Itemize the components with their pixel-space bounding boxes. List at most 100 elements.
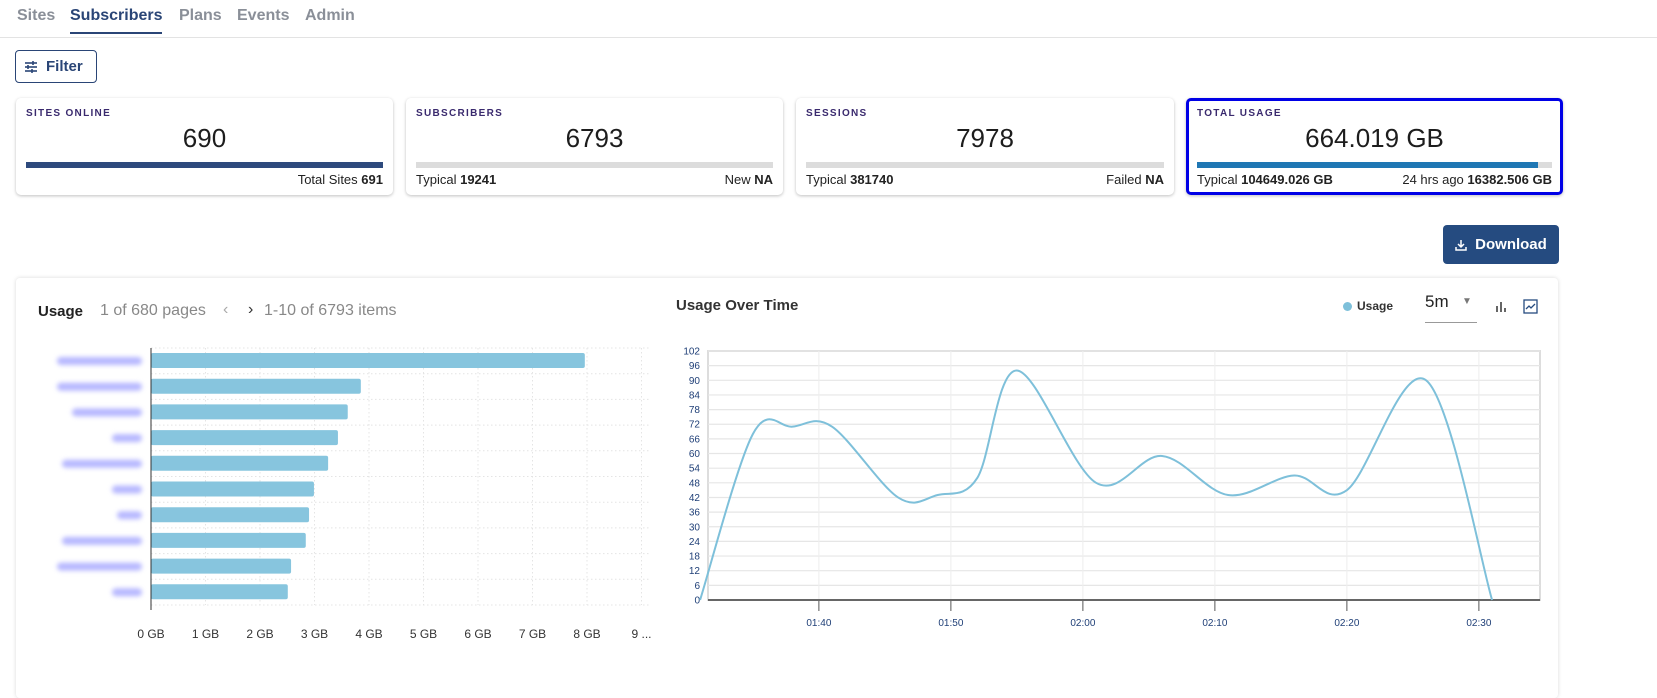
usage-bar-chart: 0 GB 1 GB 2 GB 3 GB 4 GB 5 GB 6 GB 7 GB 8 GB 9 ..… (57, 347, 652, 641)
filter-button[interactable]: Filter (15, 50, 97, 83)
x-tick-label: 9 ... (631, 627, 651, 641)
x-tick-label: 01:50 (938, 618, 963, 629)
usage-title: Usage (38, 303, 84, 320)
tab-admin[interactable]: Admin (305, 7, 355, 24)
download-label: Download (1475, 236, 1547, 253)
blurred-subscriber-label (57, 357, 142, 365)
card-left-value: 104649.026 GB (1241, 172, 1333, 187)
prev-page-button[interactable]: ‹ (223, 301, 229, 318)
y-tick-label: 6 (694, 581, 700, 592)
usage-bar (151, 558, 292, 574)
x-tick-label: 02:00 (1070, 618, 1095, 629)
card-title: TOTAL USAGE (1197, 108, 1282, 119)
card-right-value: NA (754, 172, 773, 187)
line-chart-icon[interactable] (1523, 299, 1538, 314)
y-tick-label: 42 (689, 493, 701, 504)
card-left-label: Typical (416, 172, 457, 187)
legend-dot-icon (1343, 302, 1352, 311)
card-title: SITES ONLINE (26, 108, 112, 119)
card-right-label: Total Sites (297, 172, 358, 187)
legend-usage[interactable]: Usage (1357, 299, 1394, 313)
tab-plans[interactable]: Plans (179, 7, 222, 24)
stat-card-0: SITES ONLINE 690 Total Sites 691 (16, 98, 393, 195)
card-value: 690 (182, 123, 227, 153)
y-tick-label: 0 (694, 596, 700, 607)
card-right-label: 24 hrs ago (1402, 172, 1464, 187)
x-tick-label: 02:30 (1466, 618, 1491, 629)
card-right-stat: Total Sites 691 (298, 172, 383, 187)
y-tick-label: 48 (689, 478, 701, 489)
usage-bar (151, 481, 314, 497)
x-tick-label: 4 GB (355, 627, 382, 641)
y-tick-label: 54 (689, 464, 701, 475)
chevron-down-icon: ▼ (1462, 296, 1472, 307)
y-tick-label: 66 (689, 434, 701, 445)
y-tick-label: 36 (689, 508, 701, 519)
plot-border (707, 350, 1541, 601)
page-indicator: 1 of 680 pages (100, 302, 206, 319)
tab-subscribers[interactable]: Subscribers (70, 7, 163, 34)
card-title: SUBSCRIBERS (416, 108, 504, 119)
tab-events[interactable]: Events (237, 7, 290, 24)
y-tick-label: 60 (689, 449, 701, 460)
card-left-stat: Typical 19241 (416, 172, 496, 187)
top-nav: Sites Subscribers Plans Events Admin (0, 0, 1657, 38)
card-progress-bar (416, 162, 773, 168)
card-title: SESSIONS (806, 108, 868, 119)
card-progress-bar (1197, 162, 1552, 168)
card-value: 6793 (565, 123, 624, 153)
blurred-subscriber-label (117, 511, 142, 520)
usage-bar (151, 353, 585, 368)
next-page-button[interactable]: › (248, 301, 254, 318)
tab-sites[interactable]: Sites (17, 7, 56, 24)
y-tick-label: 96 (689, 361, 701, 372)
x-tick-label: 1 GB (192, 627, 219, 641)
card-left-value: 19241 (460, 172, 497, 187)
bar-chart-icon[interactable] (1494, 300, 1508, 314)
y-tick-label: 24 (689, 537, 701, 548)
blurred-subscriber-label (62, 536, 142, 545)
card-right-label: New (724, 172, 751, 187)
usage-bar (151, 430, 338, 446)
filter-label: Filter (46, 58, 83, 75)
interval-value: 5m (1425, 292, 1449, 311)
blurred-subscriber-label (112, 588, 142, 597)
y-tick-label: 84 (689, 390, 701, 401)
usage-bar (151, 404, 348, 420)
x-tick-label: 0 GB (137, 627, 164, 641)
usage-line (699, 369, 1494, 601)
card-progress-bar (26, 162, 383, 168)
card-left-stat: Typical 381740 (806, 172, 893, 187)
blurred-subscriber-label (57, 562, 142, 571)
y-tick-label: 30 (689, 522, 701, 533)
card-progress-fill (26, 162, 383, 168)
y-tick-label: 18 (689, 552, 701, 563)
card-left-stat: Typical 104649.026 GB (1197, 172, 1333, 187)
x-tick-label: 2 GB (246, 627, 273, 641)
y-tick-label: 90 (689, 376, 701, 387)
x-tick-label: 02:10 (1202, 618, 1227, 629)
interval-select[interactable]: 5m ▼ (1425, 292, 1477, 323)
card-right-value: 16382.506 GB (1467, 172, 1552, 187)
blurred-subscriber-label (57, 382, 142, 391)
card-progress-bar (806, 162, 1164, 168)
y-tick-label: 72 (689, 420, 701, 431)
x-tick-label: 5 GB (410, 627, 437, 641)
blurred-subscriber-label (62, 459, 142, 468)
items-indicator: 1-10 of 6793 items (264, 302, 397, 319)
stat-card-3[interactable]: TOTAL USAGE 664.019 GB Typical 104649.02… (1186, 98, 1563, 195)
card-right-label: Failed (1106, 172, 1142, 187)
x-tick-label: 8 GB (573, 627, 600, 641)
x-tick-label: 6 GB (464, 627, 491, 641)
usage-bar (151, 378, 361, 394)
blurred-subscriber-label (72, 408, 142, 417)
download-icon (1455, 239, 1467, 251)
usage-over-time-title: Usage Over Time (676, 297, 799, 314)
usage-line-chart: 0 6 12 18 24 30 36 42 48 54 60 66 72 78 84 90 96 102 01:40… (683, 347, 1541, 629)
card-value: 664.019 GB (1305, 123, 1444, 153)
stat-card-1: SUBSCRIBERS 6793 Typical 19241 New NA (406, 98, 783, 195)
blurred-subscriber-label (112, 434, 142, 443)
card-progress-fill (1197, 162, 1538, 168)
card-right-value: 691 (361, 172, 383, 187)
download-button[interactable]: Download (1443, 225, 1559, 264)
